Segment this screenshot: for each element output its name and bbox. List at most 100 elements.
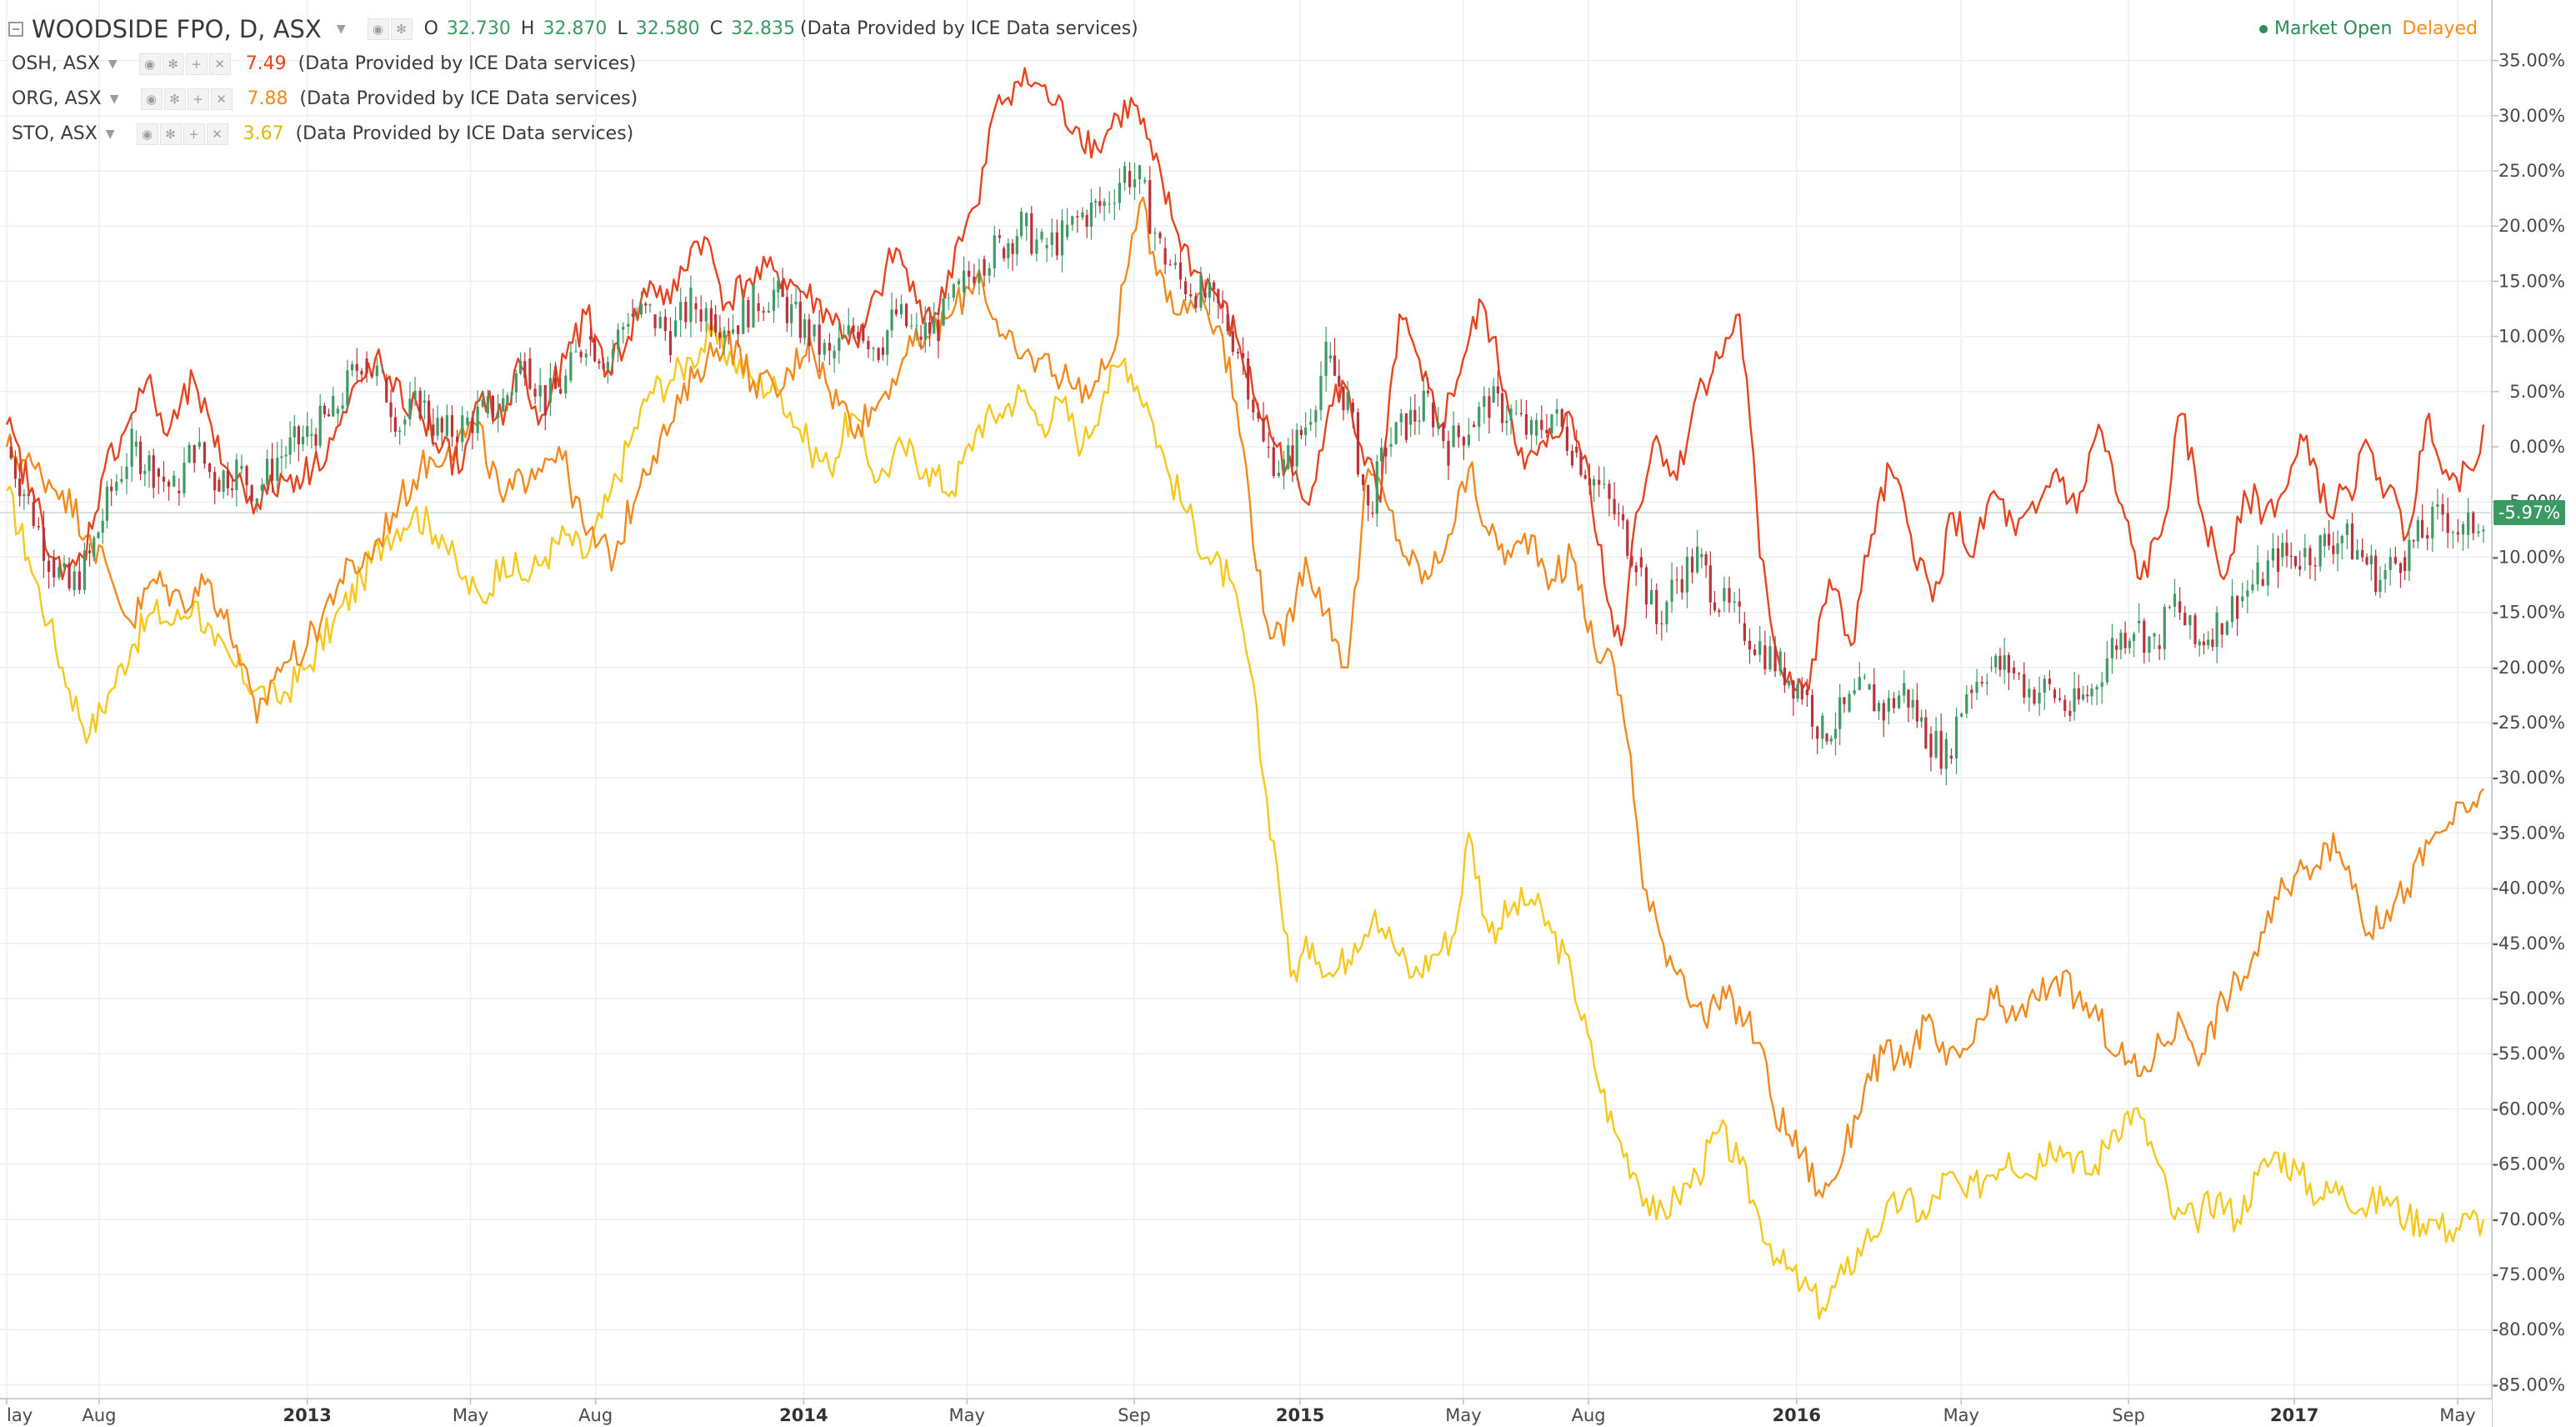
candle-body xyxy=(235,459,238,490)
candle-body xyxy=(1858,677,1861,691)
price-tick-label: 15.00% xyxy=(2498,271,2565,291)
chevron-down-icon[interactable]: ▼ xyxy=(105,128,115,141)
eye-icon[interactable]: ◉ xyxy=(136,123,158,145)
plus-icon[interactable]: + xyxy=(183,123,205,145)
candle-body xyxy=(1555,408,1558,414)
candle-body xyxy=(1792,680,1795,699)
candle-body xyxy=(679,302,683,321)
candle-body xyxy=(718,332,722,338)
candle-body xyxy=(1108,203,1111,205)
candle-body xyxy=(752,283,755,328)
candle-body xyxy=(1805,689,1809,696)
close-icon[interactable]: ✕ xyxy=(208,53,231,75)
series-line-osh[interactable] xyxy=(5,67,2485,692)
price-tick-label: -20.00% xyxy=(2492,658,2565,678)
collapse-icon[interactable] xyxy=(8,22,23,37)
candle-body xyxy=(1753,649,1757,655)
eye-icon[interactable]: ◉ xyxy=(138,53,161,75)
candle-body xyxy=(93,538,96,558)
market-status: Market Open Delayed xyxy=(2259,18,2478,39)
main-series-title[interactable]: WOODSIDE FPO, D, ASX xyxy=(32,15,322,43)
candle-body xyxy=(380,365,384,367)
candle-body xyxy=(1492,386,1495,403)
data-provider-note: (Data Provided by ICE Data services) xyxy=(298,53,637,74)
candle-body xyxy=(2048,678,2051,684)
candle-body xyxy=(1213,282,1216,290)
candle-body xyxy=(937,319,940,342)
candle-body xyxy=(1367,484,1370,506)
candle-body xyxy=(2068,710,2072,716)
candle-body xyxy=(88,550,92,553)
candle-body xyxy=(673,320,678,337)
candle-body xyxy=(2431,506,2434,538)
plus-icon[interactable]: + xyxy=(185,53,208,75)
candle-body xyxy=(1773,646,1777,672)
candle-body xyxy=(398,430,402,433)
gear-icon[interactable]: ✻ xyxy=(162,53,184,75)
compare-symbol[interactable]: STO, ASX xyxy=(12,123,98,144)
candle-body xyxy=(747,300,750,328)
time-tick-label: May xyxy=(1445,1405,1481,1425)
candle-body xyxy=(1442,423,1445,442)
eye-icon[interactable]: ◉ xyxy=(367,18,389,40)
candle-body xyxy=(794,302,798,305)
candle-body xyxy=(2173,593,2177,608)
market-open-label: Market Open xyxy=(2274,18,2393,39)
candle-body xyxy=(1496,386,1500,393)
series-line-org[interactable] xyxy=(5,196,2484,1199)
compare-symbol[interactable]: ORG, ASX xyxy=(12,88,102,109)
candle-body xyxy=(1680,578,1683,593)
candle-body xyxy=(32,502,35,527)
candle-body xyxy=(502,398,505,412)
candle-body xyxy=(1524,413,1528,435)
gear-icon[interactable]: ✻ xyxy=(163,88,186,110)
candle-body xyxy=(803,319,807,338)
candle-body xyxy=(2095,687,2098,690)
candle-body xyxy=(1287,445,1290,469)
candle-body xyxy=(385,380,388,403)
candle-body xyxy=(1055,232,1058,256)
candle-body xyxy=(1660,623,1663,624)
data-provider-note: (Data Provided by ICE Data services) xyxy=(800,18,1138,39)
candle-body xyxy=(2340,535,2343,543)
compare-symbol[interactable]: OSH, ASX xyxy=(12,53,100,74)
candle-body xyxy=(1384,447,1388,457)
price-tick-label: 5.00% xyxy=(2509,382,2565,402)
candle-body xyxy=(559,388,563,393)
candle-body xyxy=(162,476,166,482)
price-tick-label: -40.00% xyxy=(2492,879,2565,899)
candle-body xyxy=(518,361,523,374)
candle-body xyxy=(1030,213,1033,254)
candle-body xyxy=(1094,201,1098,203)
candle-body xyxy=(2230,596,2234,622)
candle-body xyxy=(506,395,509,403)
low-key: L xyxy=(617,18,628,39)
candle-body xyxy=(842,334,846,338)
chevron-down-icon[interactable]: ▼ xyxy=(336,23,346,36)
candle-body xyxy=(2110,638,2114,658)
candle-body xyxy=(2007,655,2011,673)
candle-body xyxy=(471,418,474,433)
candle-body xyxy=(208,463,212,473)
eye-icon[interactable]: ◉ xyxy=(140,88,163,110)
price-tick-label: -60.00% xyxy=(2492,1099,2565,1119)
plus-icon[interactable]: + xyxy=(187,88,209,110)
series-line-sto[interactable] xyxy=(6,322,2485,1320)
candle-body xyxy=(2365,557,2368,565)
candle-body xyxy=(2271,548,2275,561)
candle-body xyxy=(1887,698,1890,712)
chevron-down-icon[interactable]: ▼ xyxy=(108,58,118,71)
candle-body xyxy=(731,329,735,333)
gear-icon[interactable]: ✻ xyxy=(390,18,413,40)
candle-body xyxy=(27,494,30,496)
candle-body xyxy=(1118,183,1122,203)
gear-icon[interactable]: ✻ xyxy=(159,123,182,145)
candle-body xyxy=(271,458,274,481)
close-icon[interactable]: ✕ xyxy=(210,88,233,110)
chevron-down-icon[interactable]: ▼ xyxy=(109,93,119,106)
candle-body xyxy=(548,378,553,403)
close-icon[interactable]: ✕ xyxy=(206,123,228,145)
candle-body xyxy=(1003,248,1006,258)
